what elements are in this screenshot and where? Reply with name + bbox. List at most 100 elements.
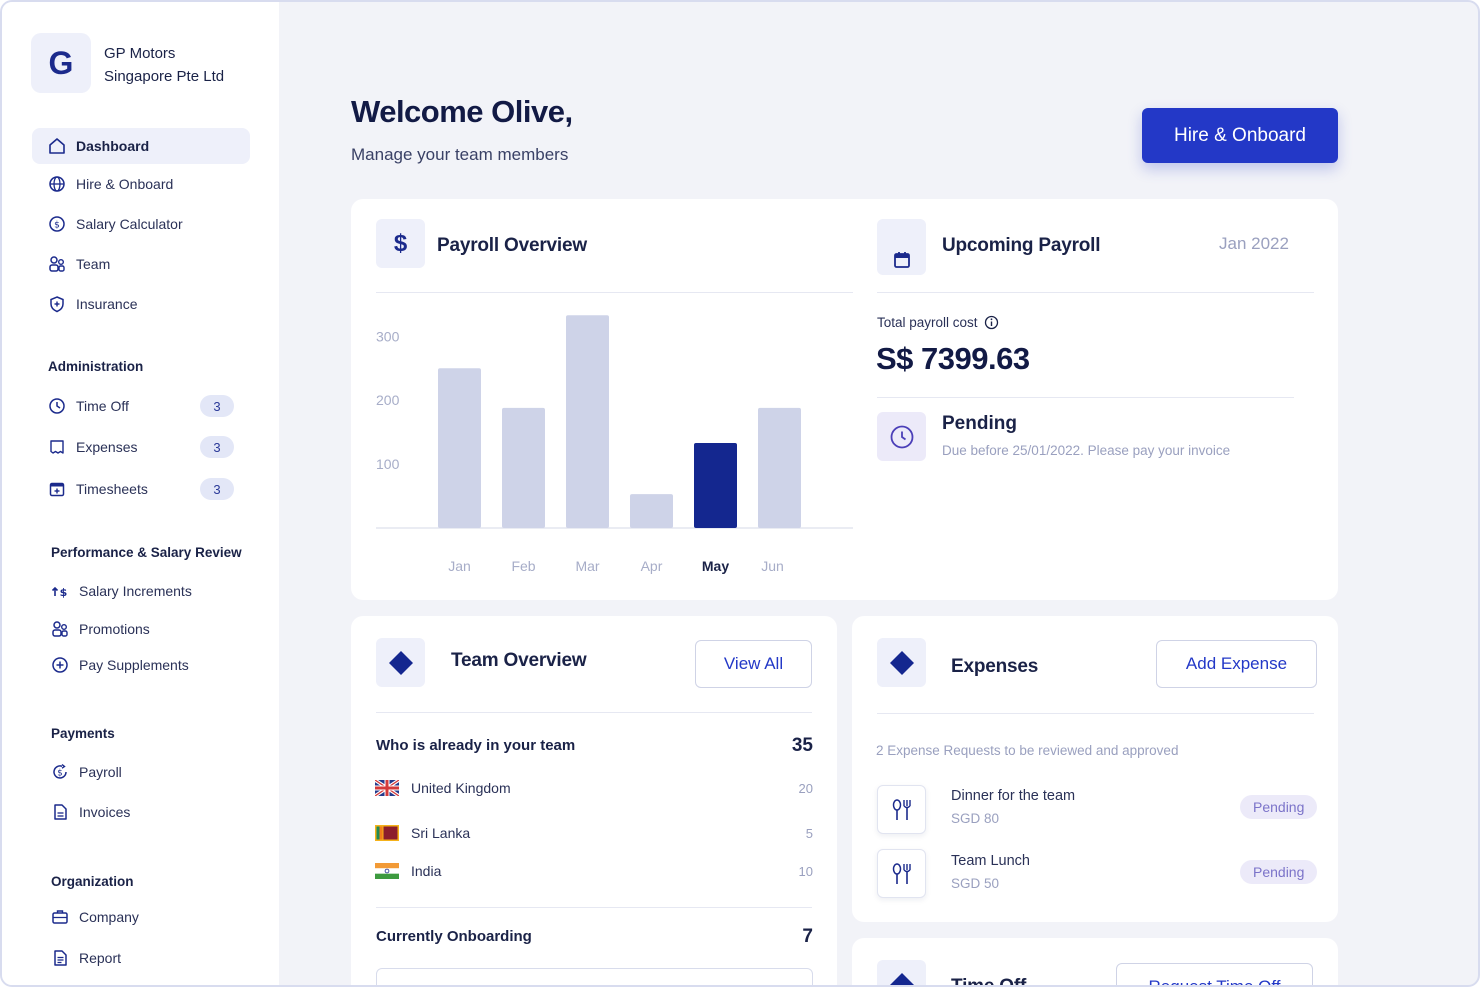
bar-mar[interactable] xyxy=(566,315,609,528)
sidebar-item-time-off[interactable]: Time Off 3 xyxy=(32,388,250,424)
view-all-button[interactable]: View All xyxy=(695,640,812,688)
plus-circle-icon xyxy=(49,654,71,676)
sidebar-item-label: Company xyxy=(79,909,139,925)
status-badge: Pending xyxy=(1240,860,1318,884)
sidebar-item-label: Hire & Onboard xyxy=(76,176,174,192)
payroll-status-title: Pending xyxy=(942,413,1017,434)
company-name-line1: GP Motors xyxy=(104,45,176,62)
payroll-bar-chart: 100 200 300 Jan Feb Mar Apr May Jun xyxy=(376,315,853,574)
sidebar-item-timesheets[interactable]: Timesheets 3 xyxy=(32,471,250,507)
onboarding-count: 7 xyxy=(802,926,813,947)
dollar-icon: $ xyxy=(376,219,425,268)
time-off-title: Time Off xyxy=(951,976,1027,987)
sidebar-item-label: Team xyxy=(76,256,111,272)
sidebar-item-dashboard[interactable]: Dashboard xyxy=(32,128,250,164)
payroll-card: $ Payroll Overview 100 200 300 Jan Feb Mar Apr… xyxy=(351,199,1338,600)
expense-name: Team Lunch xyxy=(951,853,1030,869)
x-tick-label: Apr xyxy=(641,558,663,574)
bar-apr[interactable] xyxy=(630,494,673,528)
team-icon xyxy=(46,253,68,275)
dollar-glyph: $ xyxy=(393,229,408,257)
expenses-card: Expenses Add Expense 2 Expense Requests … xyxy=(852,616,1338,922)
count-badge: 3 xyxy=(200,395,234,417)
sidebar-item-label: Promotions xyxy=(79,621,150,637)
bar-jan[interactable] xyxy=(438,368,481,528)
x-tick-label: Feb xyxy=(511,558,535,574)
svg-text:$: $ xyxy=(57,769,62,779)
bar-feb[interactable] xyxy=(502,407,545,528)
cutlery-icon xyxy=(877,785,926,834)
count-badge: 3 xyxy=(200,478,234,500)
sidebar-item-label: Invoices xyxy=(79,804,131,820)
expense-amount: SGD 50 xyxy=(951,876,1000,891)
svg-text:$: $ xyxy=(54,221,60,231)
country-name: India xyxy=(411,863,442,879)
sidebar-item-label: Salary Calculator xyxy=(76,216,183,232)
sidebar-item-expenses[interactable]: Expenses 3 xyxy=(32,429,250,465)
onboarding-list-item[interactable] xyxy=(376,968,813,985)
country-name: Sri Lanka xyxy=(411,825,471,841)
sidebar-section-payments: Payments xyxy=(51,726,115,741)
in-team-label: Who is already in your team xyxy=(376,737,576,754)
sidebar-item-team[interactable]: Team xyxy=(32,246,250,282)
sidebar-item-company[interactable]: Company xyxy=(35,899,253,935)
payroll-icon: $ xyxy=(49,761,71,783)
sidebar-item-hire-onboard[interactable]: Hire & Onboard xyxy=(32,166,250,202)
hire-onboard-button[interactable]: Hire & Onboard xyxy=(1142,108,1338,163)
divider xyxy=(877,292,1314,293)
total-payroll-label-row: Total payroll cost xyxy=(877,315,999,330)
sidebar-item-payroll[interactable]: $ Payroll xyxy=(35,754,253,790)
sidebar-item-promotions[interactable]: Promotions xyxy=(35,611,253,647)
divider xyxy=(376,712,812,713)
payroll-status-note: Due before 25/01/2022. Please pay your i… xyxy=(942,443,1231,458)
sidebar-item-label: Timesheets xyxy=(76,481,148,497)
divider xyxy=(877,713,1314,714)
sri-lanka-flag xyxy=(375,825,399,841)
bar-jun[interactable] xyxy=(758,407,801,528)
expense-name: Dinner for the team xyxy=(951,788,1076,804)
team-icon xyxy=(49,618,71,640)
uk-flag xyxy=(375,780,399,796)
total-payroll-value: S$ 7399.63 xyxy=(876,341,1030,376)
bar-may[interactable] xyxy=(694,443,737,528)
add-expense-button[interactable]: Add Expense xyxy=(1156,640,1317,688)
status-badge: Pending xyxy=(1240,795,1318,819)
sidebar-item-insurance[interactable]: Insurance xyxy=(32,286,250,322)
calendar-icon xyxy=(877,219,926,275)
sidebar-item-label: Time Off xyxy=(76,398,129,414)
sidebar-item-salary-calculator[interactable]: $ Salary Calculator xyxy=(32,206,250,242)
x-tick-label: Jun xyxy=(761,558,784,574)
onboarding-label: Currently Onboarding xyxy=(376,928,532,945)
page-title: Welcome Olive, xyxy=(351,94,573,129)
clock-icon xyxy=(877,412,926,461)
diamond-icon xyxy=(877,960,926,985)
upcoming-payroll-title: Upcoming Payroll xyxy=(942,235,1101,256)
india-flag xyxy=(375,863,399,879)
report-icon xyxy=(49,947,71,969)
count-badge: 3 xyxy=(200,436,234,458)
svg-text:$: $ xyxy=(60,586,68,599)
sidebar-item-label: Expenses xyxy=(76,439,138,455)
y-tick-label: 200 xyxy=(376,392,400,408)
salary-up-icon: $ xyxy=(49,580,71,602)
y-tick-label: 100 xyxy=(376,456,400,472)
document-icon xyxy=(49,801,71,823)
expenses-title: Expenses xyxy=(951,656,1039,677)
logo-letter: G xyxy=(48,44,74,81)
company-name-line2: Singapore Pte Ltd xyxy=(104,68,225,85)
sidebar-item-pay-supplements[interactable]: Pay Supplements xyxy=(35,647,253,683)
x-tick-label: May xyxy=(702,558,729,574)
dollar-circle-icon: $ xyxy=(46,213,68,235)
payroll-period: Jan 2022 xyxy=(1219,234,1289,253)
request-time-off-button[interactable]: Request Time Off xyxy=(1116,963,1313,985)
total-payroll-label: Total payroll cost xyxy=(877,315,978,330)
sidebar-item-report[interactable]: Report xyxy=(35,940,253,976)
sidebar-item-label: Insurance xyxy=(76,296,138,312)
y-tick-label: 300 xyxy=(376,328,400,344)
info-icon[interactable] xyxy=(984,315,999,330)
sidebar-item-invoices[interactable]: Invoices xyxy=(35,794,253,830)
sidebar-item-label: Pay Supplements xyxy=(79,657,189,673)
calendar-plus-icon xyxy=(46,478,68,500)
sidebar-item-salary-increments[interactable]: $ Salary Increments xyxy=(35,573,253,609)
